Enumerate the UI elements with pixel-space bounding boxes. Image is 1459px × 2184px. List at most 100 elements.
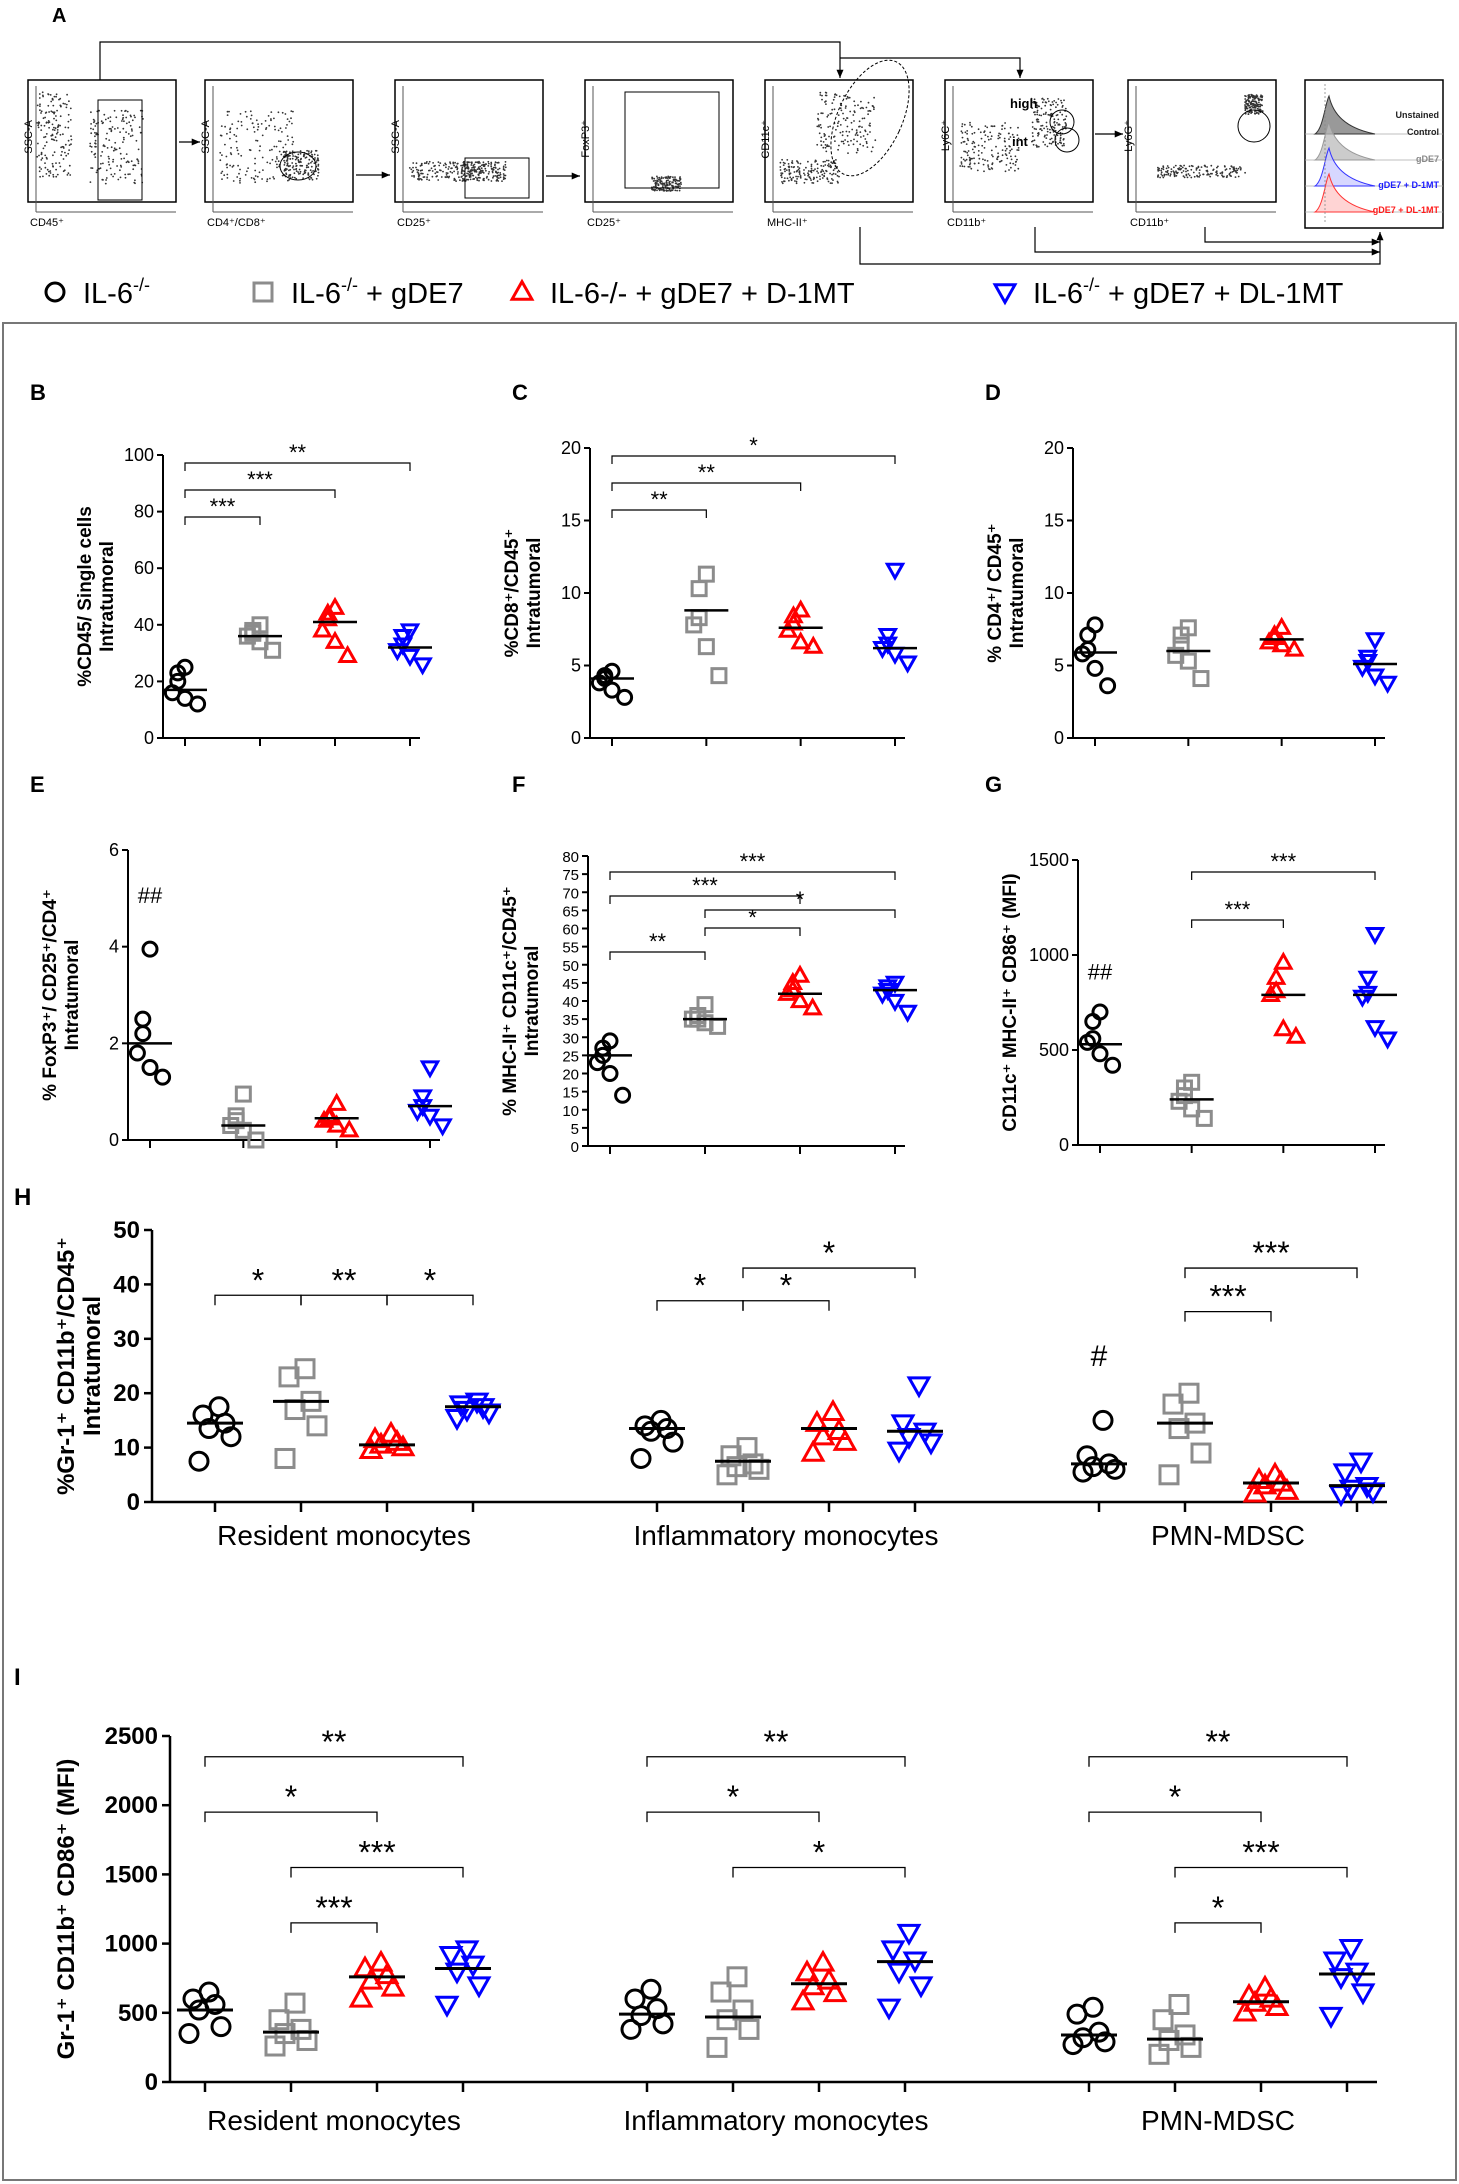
flow-event-dot bbox=[825, 159, 828, 162]
y-tick-label: 60 bbox=[134, 558, 154, 578]
flow-event-dot bbox=[300, 164, 303, 167]
flow-event-dot bbox=[492, 168, 495, 171]
flow-event-dot bbox=[809, 177, 812, 180]
data-point bbox=[1332, 1463, 1358, 1486]
data-point bbox=[896, 1923, 922, 1946]
flow-event-dot bbox=[1162, 166, 1165, 169]
flow-event-dot bbox=[1244, 95, 1246, 97]
flow-event-dot bbox=[787, 163, 790, 165]
flow-event-dot bbox=[1016, 134, 1019, 137]
data-point bbox=[1168, 1993, 1190, 2015]
flow-event-dot bbox=[474, 161, 477, 164]
flow-event-dot bbox=[68, 164, 71, 167]
flow-event-dot bbox=[821, 94, 823, 97]
data-point bbox=[620, 2018, 642, 2040]
sig-bracket bbox=[742, 1300, 830, 1311]
flow-event-dot bbox=[476, 161, 478, 164]
flow-event-dot bbox=[137, 162, 140, 165]
flow-event-dot bbox=[64, 151, 66, 154]
flow-event-dot bbox=[1163, 173, 1166, 176]
flow-event-dot bbox=[477, 166, 480, 169]
flow-event-dot bbox=[847, 97, 850, 99]
y-tick-label: 40 bbox=[113, 1271, 140, 1298]
data-point bbox=[616, 688, 634, 706]
sig-bracket bbox=[611, 482, 802, 491]
flow-event-dot bbox=[286, 118, 289, 120]
data-point bbox=[1246, 1466, 1272, 1489]
flow-event-dot bbox=[837, 122, 839, 124]
flow-event-dot bbox=[1035, 101, 1038, 104]
flow-event-dot bbox=[45, 156, 48, 159]
data-point bbox=[832, 1428, 858, 1451]
legend-item-3: IL-6-/- + gDE7 + D-1MT bbox=[509, 278, 855, 310]
flow-event-dot bbox=[817, 118, 820, 121]
flow-event-dot bbox=[275, 145, 278, 148]
flow-event-dot bbox=[431, 170, 434, 172]
flow-event-dot bbox=[305, 166, 308, 169]
flow-event-dot bbox=[68, 144, 71, 147]
flow-event-dot bbox=[873, 96, 875, 99]
flow-event-dot bbox=[94, 156, 97, 159]
flow-event-dot bbox=[133, 164, 136, 167]
flow-event-dot bbox=[261, 178, 263, 180]
flow-event-dot bbox=[1252, 95, 1255, 97]
flow-event-dot bbox=[1169, 173, 1172, 176]
flow-event-dot bbox=[869, 122, 871, 125]
flow-event-dot bbox=[990, 125, 993, 127]
y-tick-label: 10 bbox=[562, 1103, 579, 1120]
flow-event-dot bbox=[790, 166, 793, 168]
panel-label: B bbox=[30, 380, 46, 405]
flow-event-dot bbox=[797, 175, 799, 178]
flow-event-dot bbox=[965, 158, 968, 161]
flow-event-dot bbox=[1248, 94, 1250, 96]
flow-event-dot bbox=[1046, 134, 1048, 136]
flow-event-dot bbox=[65, 154, 68, 157]
flow-event-dot bbox=[297, 173, 300, 175]
flow-event-dot bbox=[44, 112, 47, 114]
flow-event-dot bbox=[67, 152, 70, 155]
sig-bracket bbox=[204, 1811, 378, 1823]
flow-event-dot bbox=[1187, 173, 1190, 175]
data-point bbox=[1104, 1056, 1122, 1074]
flow-event-dot bbox=[41, 91, 44, 94]
flow-event-dot bbox=[307, 173, 310, 176]
flow-event-dot bbox=[672, 186, 675, 188]
flow-event-dot bbox=[1160, 167, 1163, 170]
flow-event-dot bbox=[457, 171, 459, 173]
data-point bbox=[1178, 1382, 1200, 1404]
flow-event-dot bbox=[1247, 97, 1250, 100]
sig-bracket bbox=[732, 1866, 906, 1878]
data-point bbox=[1167, 646, 1185, 664]
sig-bracket bbox=[1184, 1310, 1272, 1322]
flow-event-dot bbox=[847, 144, 850, 147]
flow-event-dot bbox=[834, 162, 837, 165]
data-point bbox=[802, 635, 824, 654]
flow-event-dot bbox=[226, 114, 229, 116]
data-point bbox=[790, 631, 811, 650]
flow-event-dot bbox=[461, 166, 464, 169]
flow-event-dot bbox=[1030, 97, 1033, 100]
flow-event-dot bbox=[987, 166, 990, 168]
flow-event-dot bbox=[284, 167, 287, 170]
flow-event-dot bbox=[1045, 121, 1048, 124]
arrow-3-head bbox=[571, 172, 580, 180]
y-axis-label: Intratumoral bbox=[522, 946, 543, 1057]
sig-label: *** bbox=[247, 467, 273, 492]
data-point bbox=[1350, 1983, 1376, 2006]
flow-event-dot bbox=[284, 113, 287, 115]
flow-event-dot bbox=[249, 118, 252, 120]
y-tick-label: 40 bbox=[134, 615, 154, 635]
flow-event-dot bbox=[46, 168, 49, 171]
data-point bbox=[412, 657, 433, 676]
gate-cd25 bbox=[464, 157, 530, 199]
flow-event-dot bbox=[470, 170, 472, 173]
y-tick-label: 15 bbox=[1044, 511, 1064, 531]
flow-event-dot bbox=[1031, 126, 1034, 128]
flow-event-dot bbox=[660, 177, 663, 180]
flow-event-dot bbox=[846, 125, 849, 128]
flow-event-dot bbox=[485, 169, 487, 172]
flow-event-dot bbox=[1017, 167, 1020, 170]
flow-event-dot bbox=[297, 171, 300, 174]
flow-event-dot bbox=[781, 158, 783, 161]
